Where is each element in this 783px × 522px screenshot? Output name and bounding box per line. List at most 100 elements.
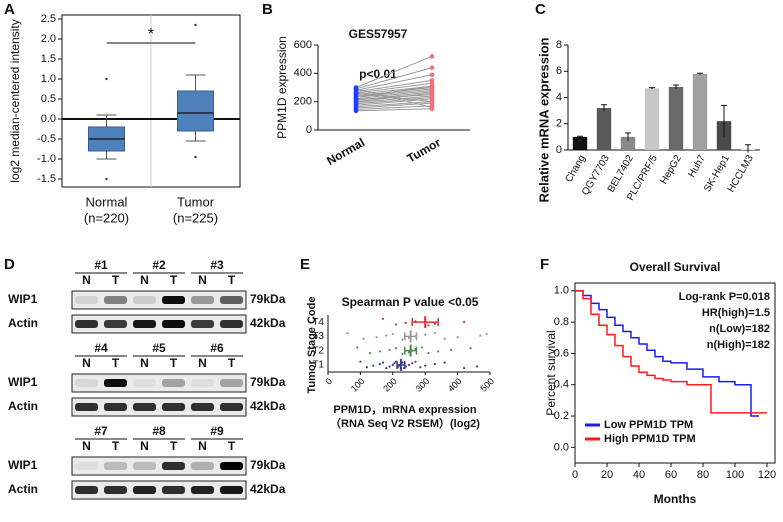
point	[437, 350, 440, 353]
point	[353, 86, 359, 92]
lane-label: T	[112, 273, 120, 287]
box	[177, 90, 214, 132]
y-tick-label: 0.2	[554, 410, 569, 422]
lane-label: N	[140, 356, 149, 370]
legend-label: Low PPM1D TPM	[604, 419, 693, 431]
x-tick-label: 300	[414, 376, 432, 394]
y-axis-label: log2 median-centered intensity	[8, 19, 22, 182]
x-tick-label: Normal	[86, 194, 128, 209]
chart-title: Spearman P value <0.05	[342, 295, 479, 309]
row-label: Actin	[8, 399, 38, 413]
pair-line	[355, 85, 433, 98]
band	[133, 320, 156, 328]
x-tick-label: 100	[349, 376, 367, 394]
point	[388, 365, 391, 368]
blot-strip	[71, 456, 247, 476]
outlier	[194, 155, 197, 159]
band	[133, 379, 156, 387]
band	[75, 403, 98, 411]
x-tick-note: (n=225)	[173, 210, 218, 225]
y-axis-label: Tumor Stage Code	[306, 297, 318, 394]
sample-label: #3	[210, 258, 224, 272]
row-label: WIP1	[8, 458, 38, 472]
band	[75, 462, 98, 470]
point	[429, 83, 435, 89]
band	[75, 320, 98, 328]
point	[424, 364, 427, 367]
x-axis-label: （RNA Seq V2 RSEM）(log2)	[330, 417, 480, 430]
lane-label: T	[170, 273, 178, 287]
lane-label: N	[198, 273, 207, 287]
sample-label: #7	[94, 424, 108, 438]
band	[75, 296, 98, 304]
x-tick-note: (n=220)	[84, 210, 129, 225]
pair-line	[355, 95, 433, 103]
sample-label: #6	[210, 341, 224, 355]
point	[433, 322, 437, 325]
point	[391, 332, 394, 336]
band	[133, 296, 156, 304]
point	[394, 347, 398, 350]
panel-label: E	[300, 256, 310, 273]
lane-label: T	[228, 273, 236, 287]
band	[191, 462, 214, 470]
point	[381, 361, 385, 364]
point	[433, 332, 437, 335]
lane-label: N	[140, 439, 149, 453]
row-label: WIP1	[8, 375, 38, 389]
band	[162, 486, 185, 494]
point	[414, 360, 417, 363]
point	[420, 346, 424, 349]
annotation: Log-rank P=0.018	[679, 291, 770, 303]
x-tick-label: 0	[572, 469, 578, 481]
band	[75, 486, 98, 494]
blot-strip	[71, 480, 247, 500]
row-label: WIP1	[8, 292, 38, 306]
point	[378, 350, 381, 353]
band	[220, 462, 243, 470]
point	[394, 323, 398, 326]
y-tick-label: 600	[294, 39, 312, 51]
annotation: HR(high)=1.5	[702, 307, 770, 319]
lane-label: T	[112, 356, 120, 370]
point	[462, 366, 466, 370]
point	[388, 348, 391, 351]
point	[456, 336, 459, 339]
y-tick-label: 0	[556, 144, 562, 156]
point	[385, 334, 388, 337]
y-axis-label: Relative mRNA expression	[536, 37, 551, 202]
band	[75, 379, 98, 387]
sample-label: #5	[152, 341, 166, 355]
y-tick-label: 0.5	[41, 93, 56, 105]
point	[385, 366, 388, 370]
bar	[644, 88, 660, 150]
pair-line	[355, 89, 433, 100]
y-tick-label: -1.0	[37, 153, 56, 165]
bar	[596, 108, 612, 150]
x-tick-label: Tumor	[177, 194, 215, 209]
y-tick-label: 0.0	[554, 441, 569, 453]
x-axis-label: PPM1D，mRNA expression	[333, 404, 477, 416]
point	[479, 334, 482, 337]
annotation: p<0.01	[359, 67, 397, 81]
annotation: n(Low)=182	[709, 323, 770, 335]
point	[462, 321, 466, 324]
pair-line	[355, 96, 433, 105]
x-tick-label: Huh7	[686, 153, 708, 180]
point	[433, 362, 437, 366]
y-axis-label: Percent survival	[544, 330, 558, 415]
point	[407, 351, 411, 354]
y-tick-label: 0.8	[554, 316, 569, 328]
sample-label: #9	[210, 424, 224, 438]
lane-label: T	[170, 439, 178, 453]
point	[429, 72, 435, 78]
size-label: 79kDa	[250, 375, 286, 389]
x-tick-label: 100	[726, 469, 744, 481]
pair-line	[355, 55, 433, 88]
point	[401, 361, 404, 364]
y-tick-label: 400	[294, 67, 312, 79]
panel-label: A	[4, 1, 15, 18]
band	[191, 486, 214, 494]
band	[191, 379, 214, 387]
band	[104, 486, 127, 494]
